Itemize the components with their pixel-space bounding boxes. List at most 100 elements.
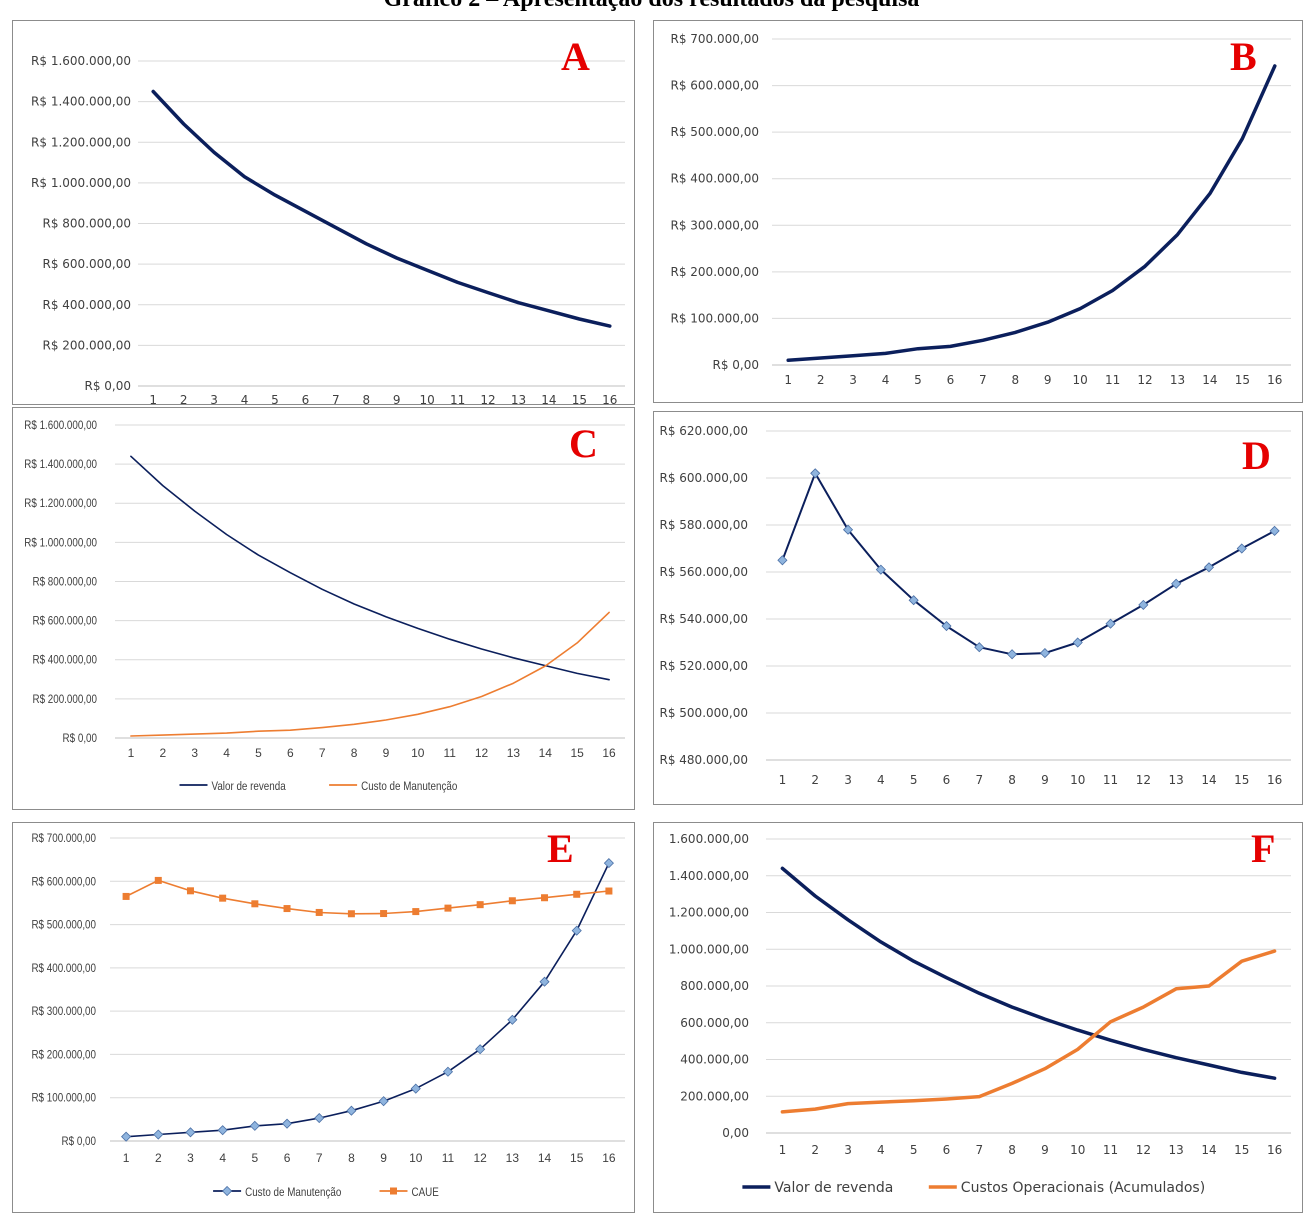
x-tick-label: 9 [1041, 773, 1049, 787]
chart-panel-c: R$ 0,00 R$ 200.000,00 R$ 400.000,00 R$ 600.… [12, 407, 635, 810]
y-tick-label: R$ 500.000,00 [31, 919, 96, 932]
y-tick-label: R$ 0,00 [712, 358, 759, 372]
data-point [380, 910, 388, 918]
y-tick-label: 1.200.000,00 [669, 906, 749, 920]
x-tick-label: 13 [511, 393, 526, 404]
x-tick-label: 1 [779, 1143, 787, 1157]
series-line-2 [130, 611, 610, 737]
x-tick-label: 1 [149, 393, 157, 404]
x-tick-label: 12 [475, 746, 489, 760]
series-line-1 [780, 866, 1277, 1080]
x-tick-label: 11 [1103, 1143, 1118, 1157]
x-tick-label: 9 [380, 1151, 387, 1165]
y-tick-label: R$ 1.400.000,00 [24, 458, 97, 471]
y-tick-label: R$ 100.000,00 [671, 311, 760, 325]
y-tick-label: R$ 600.000,00 [660, 471, 749, 485]
chart-svg-b: R$ 0,00 R$ 100.000,00 R$ 200.000,00 R$ 300.… [671, 32, 1291, 387]
data-point [476, 901, 484, 909]
x-tick-label: 5 [914, 373, 922, 387]
y-tick-label: R$ 200.000,00 [31, 1049, 96, 1062]
chart-panel-b: R$ 0,00 R$ 100.000,00 R$ 200.000,00 R$ 300.… [653, 20, 1303, 403]
x-tick-label: 15 [571, 746, 585, 760]
x-tick-label: 11 [1103, 773, 1118, 787]
series-line-1 [125, 862, 610, 1138]
data-point [153, 1129, 164, 1140]
y-tick-label: R$ 0,00 [84, 379, 131, 393]
legend-label: Valor de revenda [212, 780, 287, 793]
y-tick-label: R$ 400.000,00 [32, 654, 97, 667]
y-tick-label: R$ 1.200.000,00 [31, 135, 131, 149]
x-tick-label: 3 [187, 1151, 194, 1165]
x-tick-label: 4 [877, 773, 885, 787]
data-point [315, 908, 323, 916]
data-point [122, 892, 130, 900]
chart-panel-a: R$ 0,00 R$ 200.000,00 R$ 400.000,00 R$ 600.… [12, 20, 635, 405]
x-tick-label: 6 [302, 393, 310, 404]
x-tick-label: 16 [1267, 773, 1282, 787]
chart-svg-d: R$ 480.000,00 R$ 500.000,00 R$ 520.000,00 R… [660, 424, 1291, 787]
y-tick-label: R$ 700.000,00 [31, 832, 96, 845]
y-tick-label: R$ 400.000,00 [43, 298, 132, 312]
y-tick-label: R$ 400.000,00 [31, 962, 96, 975]
data-point [941, 620, 952, 632]
chart-svg-c: R$ 0,00 R$ 200.000,00 R$ 400.000,00 R$ 600.… [24, 419, 625, 793]
data-point [777, 555, 788, 566]
data-point [219, 894, 227, 902]
x-tick-label: 15 [570, 1151, 584, 1165]
data-point [1072, 637, 1083, 648]
x-tick-label: 10 [411, 746, 425, 760]
data-point [251, 900, 259, 908]
x-tick-label: 6 [943, 773, 951, 787]
x-tick-label: 7 [319, 746, 326, 760]
panel-letter-a: A [561, 34, 590, 79]
chart-panel-e: R$ 0,00 R$ 100.000,00 R$ 200.000,00 R$ 300.… [12, 822, 635, 1213]
x-tick-label: 10 [1070, 1143, 1085, 1157]
data-point [974, 642, 985, 653]
data-point [605, 887, 613, 895]
y-tick-label: R$ 560.000,00 [660, 565, 749, 579]
y-tick-label: R$ 600.000,00 [43, 257, 132, 271]
x-tick-label: 2 [817, 373, 825, 387]
data-point [1203, 562, 1215, 573]
y-tick-label: R$ 200.000,00 [43, 338, 132, 352]
x-tick-label: 8 [1008, 773, 1016, 787]
legend-label: CAUE [412, 1186, 439, 1199]
x-tick-label: 4 [882, 373, 890, 387]
x-tick-label: 14 [541, 393, 556, 404]
x-tick-label: 14 [1201, 1143, 1216, 1157]
y-tick-label: R$ 1.600.000,00 [24, 419, 97, 432]
data-point [347, 910, 355, 918]
y-tick-label: R$ 580.000,00 [660, 518, 749, 532]
data-point [908, 595, 919, 606]
x-tick-label: 3 [844, 773, 852, 787]
data-point [442, 1066, 454, 1077]
x-tick-label: 15 [1234, 773, 1249, 787]
y-tick-label: 0,00 [722, 1126, 749, 1140]
y-tick-label: R$ 200.000,00 [671, 265, 760, 279]
x-tick-label: 14 [539, 746, 553, 760]
x-tick-label: 2 [159, 746, 166, 760]
x-tick-label: 7 [975, 1143, 983, 1157]
x-tick-label: 11 [450, 393, 465, 404]
y-tick-label: R$ 800.000,00 [32, 576, 97, 589]
x-tick-label: 14 [538, 1151, 552, 1165]
chart-svg-f: 0,00 200.000,00 400.000,00 600.000,00 800.00… [669, 832, 1291, 1196]
chart-panel-f: 0,00 200.000,00 400.000,00 600.000,00 800.00… [653, 822, 1303, 1213]
x-tick-label: 14 [1202, 373, 1217, 387]
y-tick-label: R$ 700.000,00 [671, 32, 760, 46]
x-tick-label: 13 [1169, 773, 1184, 787]
series-line-2 [125, 879, 610, 915]
y-tick-label: R$ 1.400.000,00 [31, 95, 131, 109]
x-tick-label: 12 [480, 393, 495, 404]
x-tick-label: 1 [128, 746, 135, 760]
x-tick-label: 2 [180, 393, 188, 404]
x-tick-label: 12 [1137, 373, 1152, 387]
y-tick-label: 400.000,00 [680, 1053, 749, 1067]
x-tick-label: 13 [506, 1151, 520, 1165]
y-tick-label: R$ 300.000,00 [31, 1005, 96, 1018]
y-tick-label: R$ 1.200.000,00 [24, 497, 97, 510]
legend-label: Custo de Manutenção [361, 780, 457, 793]
x-tick-label: 12 [1136, 773, 1151, 787]
legend-marker [222, 1185, 233, 1197]
page-title: Gráfico 2 – Apresentação dos resultados … [0, 0, 1303, 13]
